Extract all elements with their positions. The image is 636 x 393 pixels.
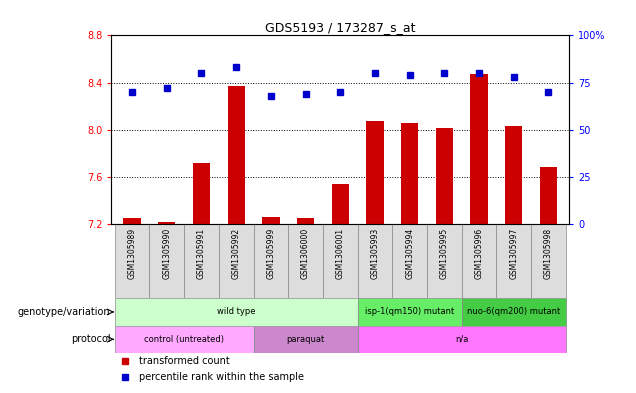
Bar: [114, 224, 149, 298]
Text: control (untreated): control (untreated): [144, 335, 224, 344]
Bar: [193, 163, 210, 224]
Bar: [288, 224, 323, 298]
Bar: [496, 224, 531, 298]
Text: GSM1306000: GSM1306000: [301, 228, 310, 279]
Text: GSM1305992: GSM1305992: [232, 228, 240, 279]
Bar: [392, 224, 427, 298]
Bar: [540, 167, 557, 224]
Text: nuo-6(qm200) mutant: nuo-6(qm200) mutant: [467, 307, 560, 316]
Bar: [149, 224, 184, 298]
Title: GDS5193 / 173287_s_at: GDS5193 / 173287_s_at: [265, 21, 415, 34]
Text: wild type: wild type: [217, 307, 256, 316]
Bar: [401, 123, 418, 224]
Bar: [262, 217, 280, 224]
Bar: [331, 184, 349, 224]
Bar: [436, 129, 453, 224]
Bar: [219, 224, 254, 298]
Bar: [254, 326, 357, 353]
Text: GSM1305991: GSM1305991: [197, 228, 206, 279]
Text: percentile rank within the sample: percentile rank within the sample: [139, 372, 304, 382]
Bar: [357, 224, 392, 298]
Bar: [114, 298, 357, 326]
Text: GSM1305997: GSM1305997: [509, 228, 518, 279]
Bar: [357, 298, 462, 326]
Text: genotype/variation: genotype/variation: [18, 307, 110, 317]
Bar: [531, 224, 566, 298]
Text: GSM1305999: GSM1305999: [266, 228, 275, 279]
Text: protocol: protocol: [71, 334, 110, 344]
Bar: [228, 86, 245, 224]
Text: n/a: n/a: [455, 335, 468, 344]
Text: paraquat: paraquat: [286, 335, 325, 344]
Bar: [114, 326, 254, 353]
Bar: [297, 218, 314, 224]
Bar: [427, 224, 462, 298]
Text: transformed count: transformed count: [139, 356, 230, 366]
Text: isp-1(qm150) mutant: isp-1(qm150) mutant: [365, 307, 454, 316]
Text: GSM1305995: GSM1305995: [440, 228, 449, 279]
Bar: [184, 224, 219, 298]
Bar: [254, 224, 288, 298]
Text: GSM1305996: GSM1305996: [474, 228, 483, 279]
Bar: [471, 74, 488, 224]
Text: GSM1305994: GSM1305994: [405, 228, 414, 279]
Bar: [357, 326, 566, 353]
Bar: [505, 126, 522, 224]
Bar: [123, 218, 141, 224]
Text: GSM1306001: GSM1306001: [336, 228, 345, 279]
Text: GSM1305989: GSM1305989: [128, 228, 137, 279]
Text: GSM1305998: GSM1305998: [544, 228, 553, 279]
Bar: [462, 224, 496, 298]
Text: GSM1305990: GSM1305990: [162, 228, 171, 279]
Bar: [323, 224, 357, 298]
Text: GSM1305993: GSM1305993: [370, 228, 380, 279]
Bar: [158, 222, 176, 224]
Bar: [462, 298, 566, 326]
Bar: [366, 121, 384, 224]
